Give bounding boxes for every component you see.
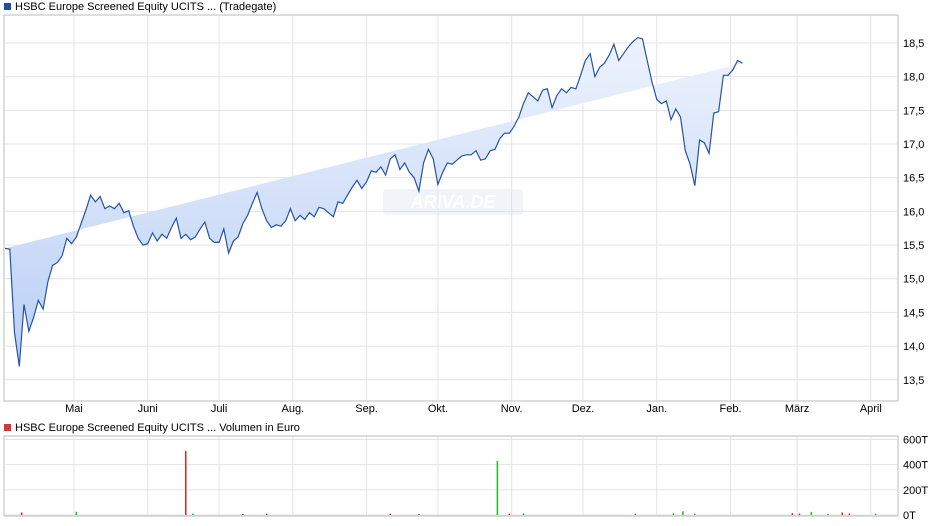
price-y-tick-label: 18,5: [903, 38, 924, 50]
price-y-tick-label: 13,5: [903, 375, 924, 387]
price-y-tick-label: 14,0: [903, 341, 924, 353]
volume-bar: [185, 450, 187, 515]
volume-y-tick-label: 200T: [903, 485, 928, 497]
price-y-tick-label: 16,0: [903, 206, 924, 218]
volume-bar: [522, 513, 525, 515]
legend-volume: HSBC Europe Screened Equity UCITS ... Vo…: [15, 422, 300, 434]
price-y-tick-label: 17,0: [903, 139, 924, 151]
volume-bar: [389, 513, 392, 515]
volume-bar: [682, 511, 684, 515]
volume-bar: [798, 513, 801, 515]
volume-bar: [75, 511, 78, 515]
volume-bar: [694, 513, 696, 515]
price-x-tick-label: April: [860, 403, 882, 415]
price-x-tick-label: Aug.: [281, 403, 304, 415]
price-line: [4, 36, 743, 367]
volume-bar: [874, 513, 877, 515]
watermark: ARIVA.DE: [383, 189, 523, 215]
volume-bar: [20, 512, 23, 515]
volume-y-tick-label: 0T: [903, 510, 916, 522]
volume-bar: [791, 513, 794, 515]
price-x-axis: Mai Juni Juli Aug. Sep. Okt. Nov. Dez. Jan. Feb. M…: [65, 403, 882, 415]
price-x-tick-label: Nov.: [501, 403, 523, 415]
price-x-tick-label: Juni: [138, 403, 158, 415]
volume-bar: [242, 513, 244, 515]
price-y-tick-label: 16,5: [903, 173, 924, 185]
volume-bar: [192, 513, 194, 515]
price-y-tick-label: 14,5: [903, 307, 924, 319]
legend-swatch-price: [4, 3, 11, 10]
price-x-tick-label: Okt.: [428, 403, 448, 415]
price-x-tick-label: Feb.: [719, 403, 741, 415]
volume-plot-frame: [3, 435, 899, 517]
price-x-tick-label: Mai: [65, 403, 83, 415]
volume-bar: [508, 513, 511, 515]
volume-bar: [672, 513, 675, 515]
volume-bar: [418, 513, 420, 515]
volume-y-axis: 0T 200T 400T 600T: [903, 435, 928, 522]
volume-bars: [20, 450, 877, 515]
volume-y-tick-label: 400T: [903, 460, 928, 472]
volume-bar: [810, 511, 813, 515]
price-plot-frame: [3, 14, 899, 402]
price-x-tick-label: Juli: [211, 403, 228, 415]
price-grid: [5, 16, 897, 400]
price-y-tick-label: 18,0: [903, 72, 924, 84]
price-y-tick-label: 15,0: [903, 274, 924, 286]
price-y-axis: 13,5 14,0 14,5 15,0 15,5 16,0 16,5 17,0 17,5 18,0…: [903, 38, 924, 387]
price-x-tick-label: Sep.: [355, 403, 378, 415]
legend-swatch-volume: [4, 424, 11, 431]
volume-bar: [634, 513, 637, 515]
volume-grid: [5, 437, 897, 516]
volume-bar: [827, 513, 829, 515]
price-x-tick-label: Dez.: [572, 403, 595, 415]
price-y-tick-label: 15,5: [903, 240, 924, 252]
volume-bar: [496, 460, 499, 515]
svg-text:ARIVA.DE: ARIVA.DE: [410, 192, 497, 212]
volume-y-tick-label: 600T: [903, 435, 928, 447]
volume-bar: [841, 512, 844, 515]
price-x-tick-label: März: [785, 403, 809, 415]
volume-bar: [848, 513, 851, 515]
legend-price: HSBC Europe Screened Equity UCITS ... (T…: [15, 1, 276, 13]
price-y-tick-label: 17,5: [903, 105, 924, 117]
price-x-tick-label: Jan.: [646, 403, 667, 415]
volume-bar: [265, 513, 268, 515]
